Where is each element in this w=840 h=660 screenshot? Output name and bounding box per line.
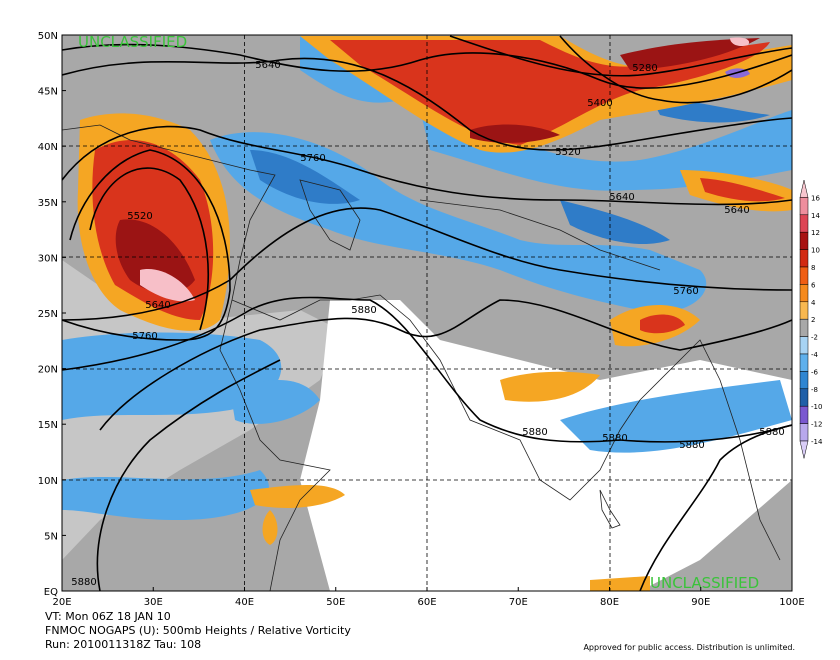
lat-label: 10N [38,476,58,487]
lat-label: 35N [38,198,58,209]
colorbar-label: 14 [811,212,820,220]
colorbar-segment [799,353,809,372]
lon-label: 60E [417,597,436,608]
colorbar-segment [799,318,809,337]
graticule [62,35,792,591]
colorbar-label: 12 [811,229,820,237]
colorbar-segment [799,284,809,303]
colorbar-label: -6 [811,368,819,376]
contour-label: 5880 [602,433,627,444]
colorbar-label: -12 [811,421,822,429]
lat-label: 15N [38,420,58,431]
caption-line: Run: 2010011318Z Tau: 108 [45,638,201,651]
colorbar-label: -14 [811,438,823,446]
lon-label: 50E [326,597,345,608]
contour-label: 5640 [145,300,170,311]
lon-label: 30E [144,597,163,608]
lon-label: 80E [600,597,619,608]
lon-label: 100E [779,597,804,608]
colorbar-segment [799,388,809,407]
calm-area [300,300,792,591]
caption-line: FNMOC NOGAPS (U): 500mb Heights / Relati… [45,624,351,637]
lon-label: 20E [52,597,71,608]
contour-label: 5760 [132,331,157,342]
colorbar-segment [799,336,809,355]
colorbar-label: 10 [811,247,820,255]
colorbar-label: 16 [811,194,820,202]
contour-label: 5880 [71,577,96,588]
colorbar-segment [799,179,809,198]
lat-label: 30N [38,253,58,264]
lat-label: 25N [38,309,58,320]
contour-labels: 5640 5280 5400 5760 5520 5520 5640 5640 5640 5760… [71,60,784,588]
contour-label: 5640 [609,192,634,203]
colorbar-segment [799,197,809,216]
contour-label: 5280 [632,63,657,74]
notice: Approved for public access. Distribution… [583,643,795,652]
colorbar-segment [799,214,809,233]
lat-label: 40N [38,142,58,153]
lon-label: 70E [509,597,528,608]
classification: UNCLASSIFIED [650,574,759,592]
colorbar: 16 14 12 10 8 6 4 2 -2 -4 -6 -8 -10 -12 -14 [799,179,823,459]
contour-label: 5760 [300,153,325,164]
contour-label: 5640 [255,60,280,71]
contour-label: 5400 [587,98,612,109]
lat-label: 20N [38,365,58,376]
caption-line: VT: Mon 06Z 18 JAN 10 [45,610,171,623]
lat-label: 45N [38,87,58,98]
colorbar-label: 6 [811,281,816,289]
lon-label: 40E [235,597,254,608]
lat-label: 50N [38,31,58,42]
colorbar-label: -4 [811,351,819,359]
contour-label: 5880 [351,305,376,316]
height-contours [62,35,792,591]
contour-label: 5520 [127,211,152,222]
colorbar-label: -10 [811,403,822,411]
colorbar-segment [799,301,809,320]
vorticity-positive-max [115,38,760,294]
colorbar-segment [799,371,809,390]
colorbar-label: -2 [811,334,818,342]
classification: UNCLASSIFIED [78,33,187,51]
colorbar-segment [799,440,809,459]
colorbar-segment [799,423,809,442]
colorbar-segment [799,249,809,268]
colorbar-segment [799,231,809,250]
lat-label: EQ [44,587,58,598]
vorticity-peak [140,37,750,302]
colorbar-label: 8 [811,264,815,272]
contour-label: 5640 [724,205,749,216]
lat-label: 5N [44,531,58,542]
colorbar-segment [799,266,809,285]
contour-label: 5880 [522,427,547,438]
contour-label: 5760 [673,286,698,297]
contour-label: 5880 [759,427,784,438]
contour-label: 5520 [555,147,580,158]
lon-label: 90E [691,597,710,608]
colorbar-label: 4 [811,299,816,307]
colorbar-label: 2 [811,316,815,324]
colorbar-label: -8 [811,386,818,394]
colorbar-segment [799,405,809,424]
map-field: 5640 5280 5400 5760 5520 5520 5640 5640 5640 5760… [62,35,792,591]
contour-label: 5880 [679,440,704,451]
